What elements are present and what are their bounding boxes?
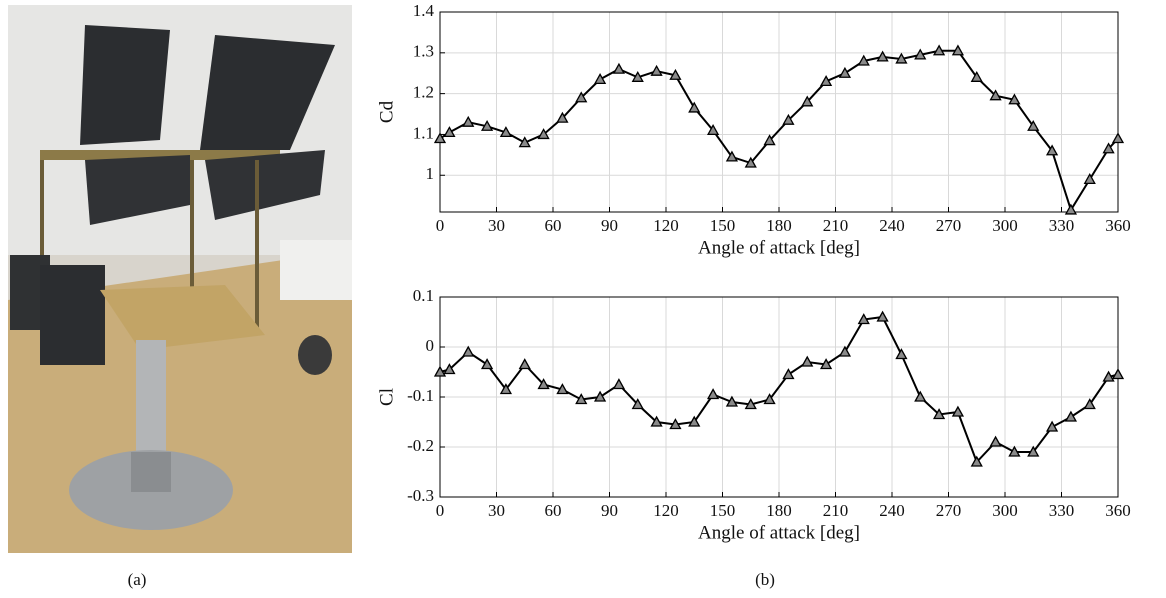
x-tick-label: 30 — [488, 501, 505, 520]
marker — [1113, 370, 1123, 379]
marker — [614, 64, 624, 73]
x-tick-label: 0 — [436, 501, 445, 520]
x-tick-label: 210 — [823, 216, 849, 235]
marker — [463, 117, 473, 126]
x-tick-label: 240 — [879, 501, 905, 520]
x-tick-label: 120 — [653, 501, 679, 520]
marker — [463, 347, 473, 356]
y-tick-label: -0.3 — [407, 486, 434, 505]
caption: (b) — [755, 570, 775, 589]
x-tick-label: 210 — [823, 501, 849, 520]
x-tick-label: 300 — [992, 501, 1018, 520]
marker — [840, 68, 850, 77]
x-tick-label: 300 — [992, 216, 1018, 235]
marker — [652, 66, 662, 75]
x-tick-label: 0 — [436, 216, 445, 235]
x-tick-label: 270 — [936, 501, 962, 520]
y-tick-label: 1.1 — [413, 123, 434, 142]
x-tick-label: 90 — [601, 216, 618, 235]
y-tick-label: 1.4 — [413, 1, 435, 20]
marker — [614, 380, 624, 389]
y-axis-label: Cd — [376, 100, 397, 123]
y-tick-label: 0.1 — [413, 286, 434, 305]
marker — [783, 370, 793, 379]
y-tick-label: 1 — [426, 164, 435, 183]
x-tick-label: 120 — [653, 216, 679, 235]
marker — [1047, 422, 1057, 431]
marker — [1066, 205, 1076, 214]
figure: (a) (b) 03060901201501802102402703003303… — [0, 0, 1166, 598]
x-tick-label: 360 — [1105, 501, 1131, 520]
x-axis-label: Angle of attack [deg] — [698, 522, 860, 543]
marker — [991, 437, 1001, 446]
marker — [444, 127, 454, 136]
y-axis-label: Cl — [376, 388, 397, 406]
y-tick-label: 0 — [426, 336, 435, 355]
marker — [708, 390, 718, 399]
y-tick-label: 1.2 — [413, 83, 434, 102]
x-tick-label: 60 — [545, 216, 562, 235]
y-tick-label: -0.1 — [407, 386, 434, 405]
marker — [1066, 412, 1076, 421]
y-tick-label: -0.2 — [407, 436, 434, 455]
x-tick-label: 60 — [545, 501, 562, 520]
marker — [482, 360, 492, 369]
y-tick-label: 1.3 — [413, 42, 434, 61]
x-tick-label: 150 — [710, 501, 736, 520]
x-tick-label: 150 — [710, 216, 736, 235]
x-tick-label: 360 — [1105, 216, 1131, 235]
marker — [595, 74, 605, 83]
x-tick-label: 90 — [601, 501, 618, 520]
x-tick-label: 270 — [936, 216, 962, 235]
x-tick-label: 330 — [1049, 216, 1075, 235]
caption: (a) — [128, 570, 147, 589]
x-tick-label: 180 — [766, 501, 792, 520]
marker — [840, 347, 850, 356]
photo — [8, 5, 352, 553]
marker — [689, 103, 699, 112]
x-axis-label: Angle of attack [deg] — [698, 237, 860, 258]
marker — [520, 360, 530, 369]
x-tick-label: 180 — [766, 216, 792, 235]
marker — [896, 350, 906, 359]
x-tick-label: 330 — [1049, 501, 1075, 520]
x-tick-label: 240 — [879, 216, 905, 235]
x-tick-label: 30 — [488, 216, 505, 235]
